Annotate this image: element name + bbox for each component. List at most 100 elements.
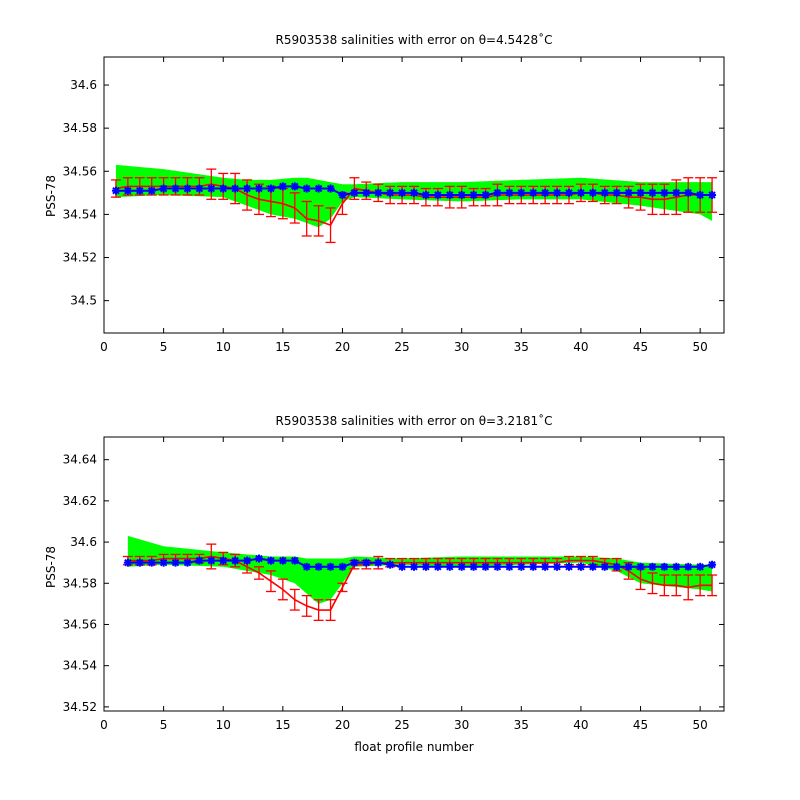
data-point — [660, 562, 669, 571]
data-point — [576, 562, 585, 571]
data-point — [255, 184, 263, 193]
plot-bottom: R5903538 salinities with error on θ=3.21… — [44, 413, 725, 754]
data-point — [588, 562, 597, 571]
x-tick-label: 10 — [216, 340, 231, 354]
data-point — [624, 562, 633, 571]
data-point — [314, 562, 323, 571]
x-tick-label: 40 — [573, 340, 588, 354]
x-tick-label: 20 — [335, 340, 350, 354]
y-tick-label: 34.58 — [63, 121, 97, 135]
y-tick-label: 34.64 — [63, 453, 97, 467]
data-point — [231, 184, 240, 193]
data-point — [135, 186, 144, 195]
x-tick-label: 25 — [394, 340, 409, 354]
data-point — [481, 191, 490, 199]
data-point — [684, 188, 693, 197]
data-point — [290, 182, 299, 191]
data-point — [147, 558, 156, 567]
error-bar — [325, 599, 336, 622]
data-point — [565, 562, 573, 571]
data-point — [469, 562, 478, 571]
error-bar — [313, 205, 324, 237]
data-point — [517, 188, 526, 197]
data-point — [588, 188, 597, 197]
data-point — [505, 188, 514, 197]
x-tick-label: 0 — [100, 340, 108, 354]
data-point — [457, 191, 466, 199]
data-point — [266, 184, 275, 193]
axes-frame — [103, 436, 725, 712]
data-point — [672, 562, 681, 571]
data-point — [553, 562, 562, 571]
data-point — [326, 562, 335, 571]
data-point — [147, 186, 156, 195]
data-point — [231, 556, 240, 565]
data-point — [374, 558, 383, 567]
data-point — [684, 562, 693, 571]
x-tick-label: 20 — [335, 718, 350, 732]
y-tick-label: 34.62 — [63, 494, 97, 508]
data-point — [433, 562, 442, 571]
data-point — [445, 191, 454, 199]
x-tick-label: 0 — [100, 718, 108, 732]
x-tick-label: 10 — [216, 718, 231, 732]
error-bar — [683, 574, 694, 601]
data-point — [338, 562, 347, 571]
data-point — [672, 188, 681, 197]
data-point — [302, 562, 311, 571]
error-bar — [695, 574, 706, 597]
data-point — [290, 556, 299, 565]
data-point — [648, 188, 657, 197]
error-bar — [254, 566, 264, 580]
x-tick-label: 50 — [693, 340, 708, 354]
y-tick-label: 34.56 — [63, 164, 97, 178]
data-point — [708, 560, 717, 569]
data-point — [398, 562, 407, 571]
data-point — [183, 558, 192, 567]
chart-title: R5903538 salinities with error on θ=3.21… — [276, 413, 553, 428]
data-point — [123, 558, 132, 567]
x-tick-label: 5 — [160, 718, 168, 732]
data-point — [600, 562, 609, 571]
x-tick-label: 45 — [633, 718, 648, 732]
data-point — [529, 562, 538, 571]
data-point — [600, 188, 609, 197]
data-point — [135, 558, 144, 567]
data-point — [410, 188, 418, 197]
data-point — [159, 184, 168, 193]
y-tick-label: 34.5 — [70, 294, 97, 308]
x-tick-label: 5 — [160, 340, 168, 354]
data-point — [493, 562, 502, 571]
data-point — [493, 188, 502, 197]
data-point — [636, 188, 645, 197]
x-axis-label: float profile number — [354, 740, 473, 754]
x-tick-label: 35 — [514, 718, 529, 732]
data-point — [469, 191, 478, 199]
data-point — [123, 186, 132, 195]
error-bar — [671, 179, 682, 216]
data-point — [219, 184, 228, 193]
data-point — [374, 188, 383, 197]
error-bar — [647, 572, 658, 595]
error-bar — [313, 599, 324, 622]
error-bar — [289, 192, 300, 224]
x-tick-label: 40 — [573, 718, 588, 732]
error-bar — [301, 200, 312, 237]
data-point — [708, 191, 717, 199]
error-band — [127, 535, 713, 604]
data-point — [612, 562, 621, 571]
error-bar — [659, 574, 670, 597]
data-point — [171, 184, 180, 193]
data-point — [421, 562, 430, 571]
data-point — [362, 558, 371, 567]
y-tick-label: 34.54 — [63, 207, 97, 221]
x-tick-label: 35 — [514, 340, 529, 354]
data-point — [517, 562, 526, 571]
data-point — [243, 184, 252, 193]
data-point — [648, 562, 657, 571]
data-point — [505, 562, 514, 571]
error-bar — [671, 574, 682, 597]
data-point — [350, 558, 359, 567]
chart-title: R5903538 salinities with error on θ=4.54… — [276, 32, 553, 47]
